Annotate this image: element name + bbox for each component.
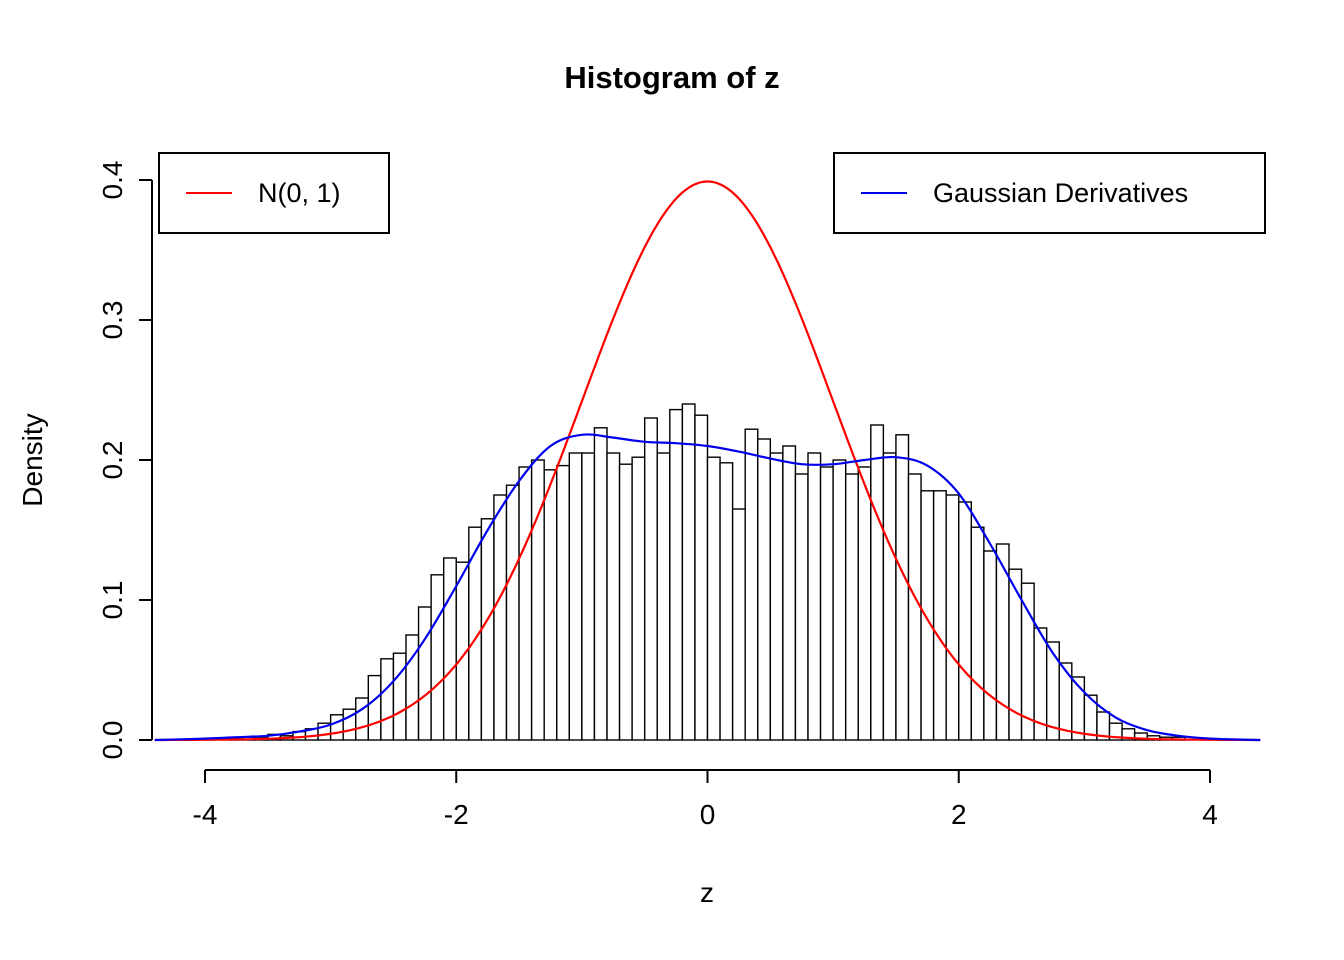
y-tick-label: 0.4 xyxy=(97,161,128,200)
histogram-bar xyxy=(430,574,445,741)
histogram-bar xyxy=(844,473,859,741)
x-tick-label: 4 xyxy=(1202,799,1218,830)
histogram-bar xyxy=(706,456,721,741)
histogram-bar xyxy=(794,473,809,741)
y-tick-label: 0.1 xyxy=(97,581,128,620)
y-tick-label: 0.3 xyxy=(97,301,128,340)
histogram-bar xyxy=(882,452,897,741)
histogram-bar xyxy=(581,452,596,741)
x-axis-label: z xyxy=(700,877,714,908)
histogram-bar xyxy=(719,462,734,741)
histogram-bar xyxy=(983,550,998,741)
histogram-bar xyxy=(556,464,571,741)
histogram-bar xyxy=(656,452,671,741)
histogram-bar xyxy=(417,606,432,741)
x-tick-label: -2 xyxy=(444,799,469,830)
histogram-bar xyxy=(367,674,382,741)
histogram-bar xyxy=(807,452,822,741)
histogram-bar xyxy=(782,445,797,741)
histogram-bar xyxy=(932,490,947,741)
histogram-bar xyxy=(920,490,935,741)
histogram-bar xyxy=(694,414,709,741)
histogram-bar xyxy=(618,463,633,741)
chart-title: Histogram of z xyxy=(564,60,779,95)
histogram-bar xyxy=(505,484,520,741)
y-tick-label: 0.2 xyxy=(97,441,128,480)
histogram-bar xyxy=(669,408,684,741)
legend-gd-label: Gaussian Derivatives xyxy=(933,177,1189,208)
histogram-bar xyxy=(518,466,533,741)
histogram-bar xyxy=(568,452,583,741)
histogram-bar xyxy=(681,403,696,741)
histogram-bar xyxy=(870,424,885,741)
histogram-bar xyxy=(643,417,658,741)
histogram-bar xyxy=(493,494,508,741)
histogram-bar xyxy=(355,697,370,741)
legend-gaussian-derivatives: Gaussian Derivatives xyxy=(833,152,1266,234)
histogram-bar xyxy=(857,466,872,741)
axes: -4 -2 0 2 4 0.0 0.1 0.2 0.3 0.4 xyxy=(97,161,1218,830)
histogram-bar xyxy=(329,714,344,741)
histogram-bar xyxy=(392,652,407,741)
legend-normal: N(0, 1) xyxy=(158,152,390,234)
gd-curve-legend-line-icon xyxy=(861,191,907,195)
x-tick-label: 2 xyxy=(951,799,967,830)
gaussian-derivatives-curve xyxy=(154,433,1261,742)
histogram-bar xyxy=(543,469,558,741)
histogram-bar xyxy=(744,428,759,741)
histogram-bar xyxy=(480,518,495,741)
normal-density-curve xyxy=(154,180,1261,742)
histogram-bar xyxy=(631,456,646,741)
y-axis-label: Density xyxy=(17,413,48,506)
histogram-bars xyxy=(229,403,1186,741)
histogram-bar xyxy=(593,427,608,741)
x-tick-label: -4 xyxy=(193,799,218,830)
histogram-bar xyxy=(958,501,973,741)
histogram-bar xyxy=(731,508,746,741)
histogram-bar xyxy=(380,658,395,741)
histogram-bar xyxy=(970,526,985,741)
y-tick-label: 0.0 xyxy=(97,721,128,760)
density-curves xyxy=(154,180,1261,742)
legend-normal-label: N(0, 1) xyxy=(258,177,341,208)
normal-curve-legend-line-icon xyxy=(186,191,232,195)
histogram-bar xyxy=(606,452,621,741)
histogram-bar xyxy=(819,466,834,741)
histogram-bar xyxy=(945,494,960,741)
histogram-bar xyxy=(769,452,784,741)
histogram-bar xyxy=(895,434,910,741)
histogram-bar xyxy=(442,557,457,741)
histogram-bar xyxy=(832,459,847,741)
x-tick-label: 0 xyxy=(700,799,716,830)
histogram-bar xyxy=(757,438,772,741)
